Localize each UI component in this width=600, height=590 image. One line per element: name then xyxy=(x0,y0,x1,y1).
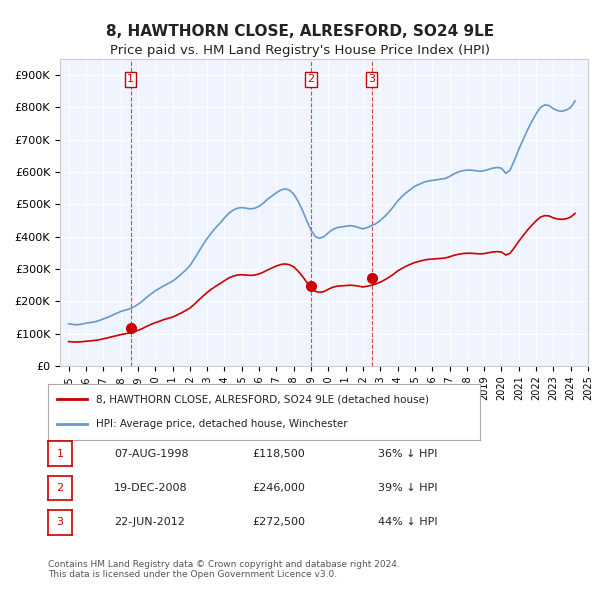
Text: 2: 2 xyxy=(307,74,314,84)
Text: £272,500: £272,500 xyxy=(252,517,305,527)
Text: Price paid vs. HM Land Registry's House Price Index (HPI): Price paid vs. HM Land Registry's House … xyxy=(110,44,490,57)
Text: £118,500: £118,500 xyxy=(252,449,305,458)
Text: Contains HM Land Registry data © Crown copyright and database right 2024.
This d: Contains HM Land Registry data © Crown c… xyxy=(48,560,400,579)
Text: 1: 1 xyxy=(127,74,134,84)
Text: 44% ↓ HPI: 44% ↓ HPI xyxy=(378,517,437,527)
Text: £246,000: £246,000 xyxy=(252,483,305,493)
Text: 8, HAWTHORN CLOSE, ALRESFORD, SO24 9LE (detached house): 8, HAWTHORN CLOSE, ALRESFORD, SO24 9LE (… xyxy=(95,394,428,404)
Text: HPI: Average price, detached house, Winchester: HPI: Average price, detached house, Winc… xyxy=(95,419,347,429)
Text: 36% ↓ HPI: 36% ↓ HPI xyxy=(378,449,437,458)
Text: 19-DEC-2008: 19-DEC-2008 xyxy=(114,483,188,493)
Text: 3: 3 xyxy=(368,74,375,84)
Text: 2: 2 xyxy=(56,483,64,493)
Text: 1: 1 xyxy=(56,449,64,458)
Text: 39% ↓ HPI: 39% ↓ HPI xyxy=(378,483,437,493)
Text: 22-JUN-2012: 22-JUN-2012 xyxy=(114,517,185,527)
Text: 3: 3 xyxy=(56,517,64,527)
Text: 8, HAWTHORN CLOSE, ALRESFORD, SO24 9LE: 8, HAWTHORN CLOSE, ALRESFORD, SO24 9LE xyxy=(106,24,494,38)
Text: 07-AUG-1998: 07-AUG-1998 xyxy=(114,449,188,458)
